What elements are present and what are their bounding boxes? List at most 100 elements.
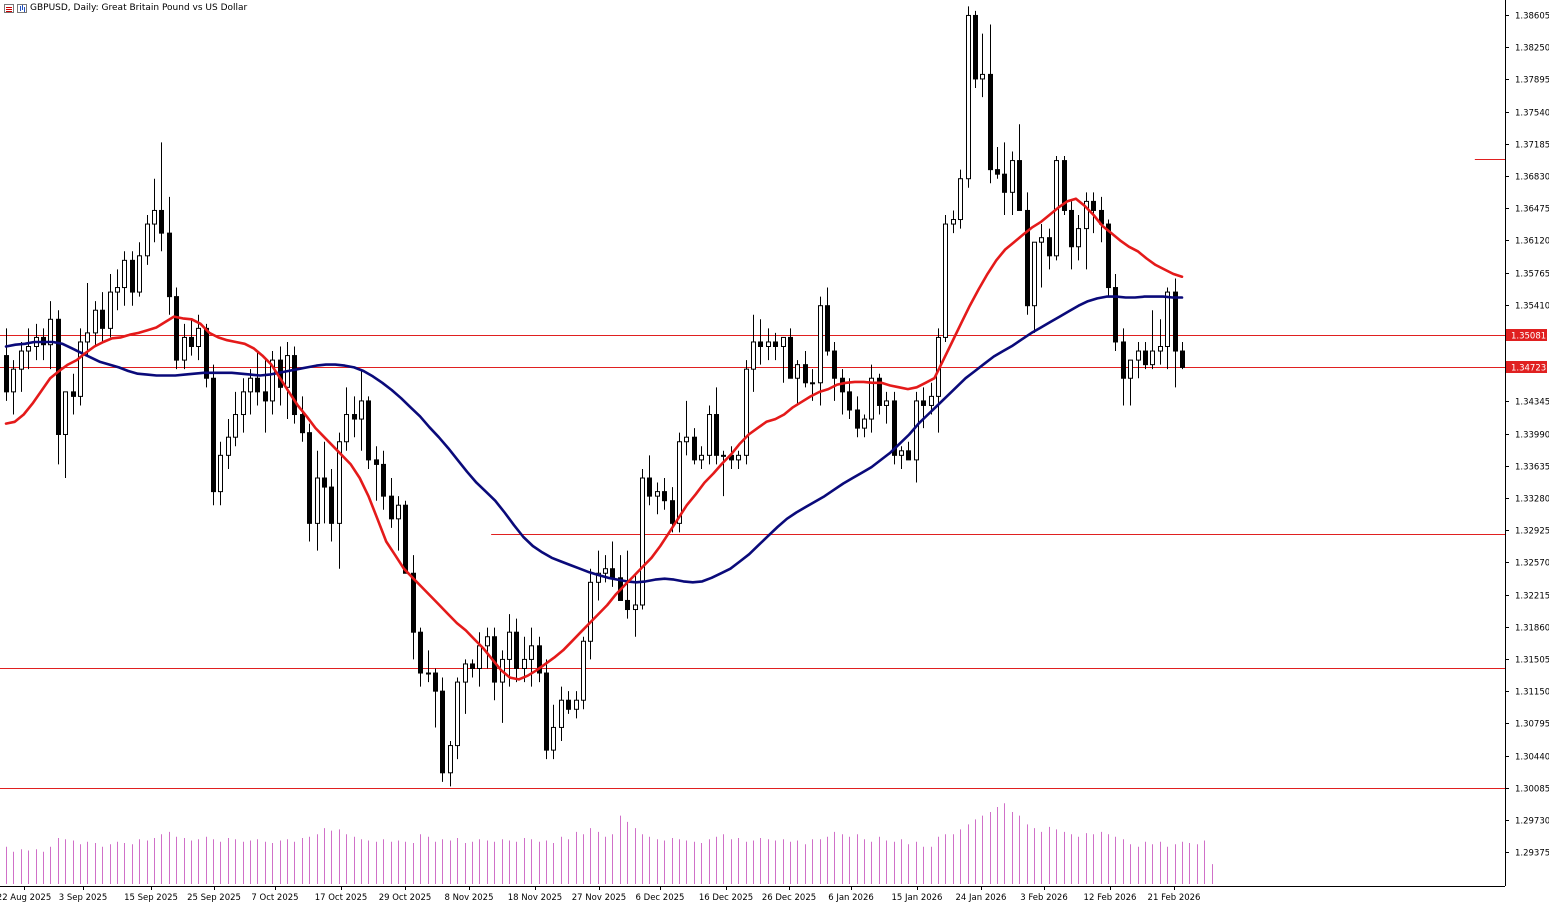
candle-body (426, 672, 431, 675)
candle-body (174, 296, 179, 361)
candle-body (433, 672, 438, 692)
x-tick-label: 26 Dec 2025 (762, 893, 816, 903)
candle-body (951, 219, 956, 225)
candle-body (122, 259, 127, 289)
candle-body (610, 568, 615, 579)
candle-body (263, 391, 268, 402)
x-tick-label: 3 Sep 2025 (59, 893, 107, 903)
x-tick-label: 27 Nov 2025 (572, 893, 626, 903)
candle-body (189, 336, 194, 348)
candle-body (1091, 200, 1096, 211)
candle-body (1128, 359, 1133, 379)
candle-body (877, 377, 882, 406)
candle-body (307, 432, 312, 524)
candle-body (1047, 237, 1052, 257)
candle-body (551, 726, 556, 751)
candle-body (758, 341, 763, 348)
candle-body (1076, 228, 1081, 248)
candle-body (914, 400, 919, 461)
candle-body (662, 491, 667, 502)
candle-body (470, 663, 475, 669)
candle-body (603, 568, 608, 574)
candle-body (167, 232, 172, 298)
y-tick-label: 1.34345 (1515, 398, 1549, 408)
candle-body (596, 572, 601, 583)
y-tick-label: 1.37540 (1515, 109, 1549, 119)
candle-body (248, 377, 253, 393)
candle-body (566, 699, 571, 710)
candle-body (108, 291, 113, 329)
y-tick-label: 1.32570 (1515, 559, 1549, 569)
candle-body (477, 645, 482, 669)
candle-body (218, 454, 223, 493)
candle-body (448, 745, 453, 774)
price-tag-label: 1.34723 (1511, 364, 1546, 374)
candle-body (344, 414, 349, 443)
candle-body (255, 377, 260, 393)
candle-body (921, 400, 926, 406)
candle-body (781, 336, 786, 348)
candle-body (773, 341, 778, 348)
x-tick-label: 12 Feb 2026 (1084, 893, 1137, 903)
candle-body (640, 477, 645, 606)
candle-body (1025, 209, 1030, 307)
y-tick-label: 1.31505 (1515, 656, 1549, 666)
candle-body (366, 400, 371, 461)
candle-body (1106, 223, 1111, 289)
candle-body (204, 327, 209, 379)
candle-body (26, 346, 31, 352)
candle-body (403, 504, 408, 574)
chart-list-icon[interactable] (4, 3, 14, 13)
candle-body (352, 414, 357, 420)
candle-body (507, 631, 512, 660)
candle-body (625, 599, 630, 611)
candle-body (588, 581, 593, 642)
candle-body (655, 491, 660, 497)
candle-body (988, 73, 993, 171)
candle-body (145, 223, 150, 257)
candle-body (514, 631, 519, 669)
x-tick-label: 6 Jan 2026 (828, 893, 874, 903)
candle-body (389, 495, 394, 520)
candle-body (832, 350, 837, 379)
candle-body (130, 259, 135, 293)
candle-body (1173, 291, 1178, 352)
candle-body (892, 400, 897, 456)
ma-fast-line (4, 197, 1184, 681)
candle-body (980, 73, 985, 80)
candle-body (699, 454, 704, 461)
candle-body (71, 391, 76, 397)
y-tick-label: 1.32925 (1515, 527, 1549, 537)
y-tick-label: 1.37185 (1515, 141, 1549, 151)
y-tick-label: 1.29730 (1515, 817, 1549, 827)
candle-body (211, 377, 216, 493)
candle-body (1136, 350, 1141, 361)
x-tick-label: 21 Feb 2026 (1148, 893, 1201, 903)
candle-body (677, 441, 682, 524)
y-tick-label: 1.30440 (1515, 753, 1549, 763)
candle-body (522, 658, 527, 669)
candle-body (78, 341, 83, 397)
candle-body (381, 463, 386, 497)
candle-body (958, 178, 963, 221)
x-tick-label: 16 Dec 2025 (699, 893, 753, 903)
x-tick-label: 22 Aug 2025 (0, 893, 51, 903)
price-tag-box (1506, 329, 1547, 341)
candle-body (292, 355, 297, 416)
candle-body (115, 287, 120, 293)
y-tick-label: 1.30085 (1515, 785, 1549, 795)
candle-body (19, 350, 24, 370)
x-tick-label: 29 Oct 2025 (379, 893, 432, 903)
chart-title: GBPUSD, Daily: Great Britain Pound vs US… (30, 3, 248, 13)
candle-body (159, 209, 164, 234)
candle-body (1069, 209, 1074, 248)
candle-body (463, 663, 468, 683)
candle-body (966, 14, 971, 180)
chart-window-icon[interactable] (17, 3, 27, 13)
candle-body (1150, 350, 1155, 366)
candle-body (766, 341, 771, 348)
candle-body (899, 450, 904, 456)
candle-body (270, 359, 275, 402)
candle-body (1121, 341, 1126, 379)
